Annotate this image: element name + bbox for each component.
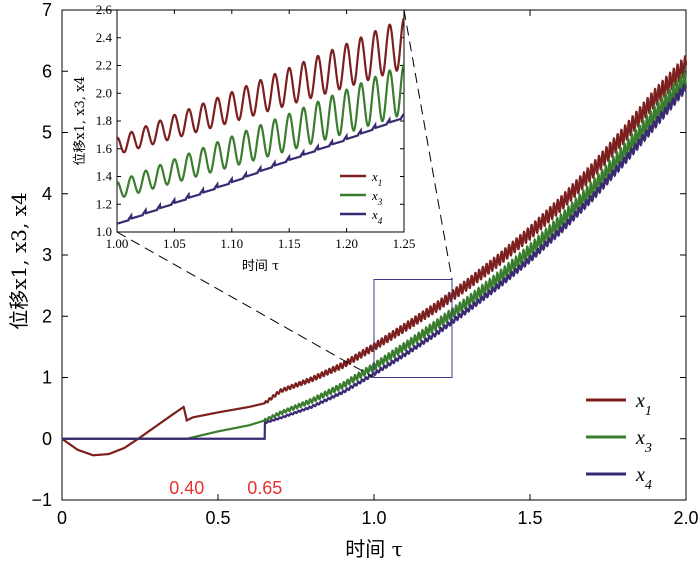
- inset-series-line-x3: [117, 63, 404, 198]
- y-tick-label: 1: [42, 368, 52, 388]
- inset-y-tick-label: 2.4: [96, 30, 113, 45]
- annotation-label: 0.65: [247, 478, 282, 498]
- inset-y-tick-label: 1.8: [96, 113, 112, 128]
- x-tick-label: 0.5: [205, 508, 230, 528]
- inset-series-line-x4: [117, 113, 404, 225]
- annotation-label: 0.40: [169, 478, 204, 498]
- x-axis-label: 时间 τ: [345, 537, 402, 561]
- inset-x-axis-label: 时间 τ: [242, 259, 279, 274]
- legend-label-x3: x3: [635, 427, 652, 456]
- inset-x-tick-label: 1.10: [220, 236, 243, 251]
- inset-x-tick-label: 1.00: [106, 236, 129, 251]
- subscript: 3: [644, 441, 652, 456]
- y-tick-label: 3: [42, 245, 52, 265]
- x-tick-label: 2.0: [673, 508, 698, 528]
- y-tick-label: 6: [42, 61, 52, 81]
- zoom-connector-line: [403, 9, 453, 280]
- subscript: 4: [378, 216, 383, 226]
- y-tick-label: 5: [42, 123, 52, 143]
- x-tick-label: 0: [57, 508, 67, 528]
- y-tick-label: −1: [31, 490, 52, 510]
- inset-x-tick-label: 1.15: [278, 236, 301, 251]
- inset-x-tick-label: 1.25: [393, 236, 416, 251]
- inset-series-line-x1: [117, 17, 404, 154]
- subscript: 4: [645, 478, 652, 493]
- inset-plot: 1.00 1.05 1.10 1.15 1.20 1.25 1.0 1.2 1.4 1.6 1.8 2…: [73, 2, 453, 378]
- legend-label-x4: x4: [635, 464, 652, 493]
- inset-x-tick-label: 1.20: [335, 236, 358, 251]
- inset-x-tick-label: 1.05: [163, 236, 186, 251]
- x-tick-label: 1.0: [361, 508, 386, 528]
- inset-legend-label-x3: x3: [371, 188, 383, 207]
- inset-y-axis-label: 位移x1, x3, x4: [73, 76, 88, 165]
- zoom-connector-line: [116, 231, 375, 378]
- inset-y-tick-label: 2.6: [96, 2, 113, 17]
- y-tick-label: 0: [42, 429, 52, 449]
- zoom-region-box: [373, 279, 453, 378]
- inset-y-tick-label: 2.0: [96, 85, 112, 100]
- y-tick-label: 4: [42, 184, 52, 204]
- y-axis-label: 位移x1, x3, x4: [7, 192, 31, 329]
- inset-y-tick-label: 2.2: [96, 58, 112, 73]
- subscript: 1: [378, 178, 383, 188]
- inset-legend-label-x4: x4: [371, 207, 383, 226]
- inset-legend-label-x1: x1: [371, 169, 382, 188]
- y-tick-label: 2: [42, 306, 52, 326]
- inset-y-tick-label: 1.2: [96, 196, 112, 211]
- subscript: 3: [377, 197, 383, 207]
- inset-y-tick-label: 1.0: [96, 224, 112, 239]
- inset-y-tick-label: 1.4: [96, 169, 113, 184]
- inset-series-group: [117, 17, 404, 225]
- subscript: 1: [645, 404, 652, 419]
- legend-label-x1: x1: [635, 390, 652, 419]
- y-tick-label: 7: [42, 0, 52, 20]
- inset-y-tick-label: 1.6: [96, 141, 113, 156]
- x-tick-label: 1.5: [517, 508, 542, 528]
